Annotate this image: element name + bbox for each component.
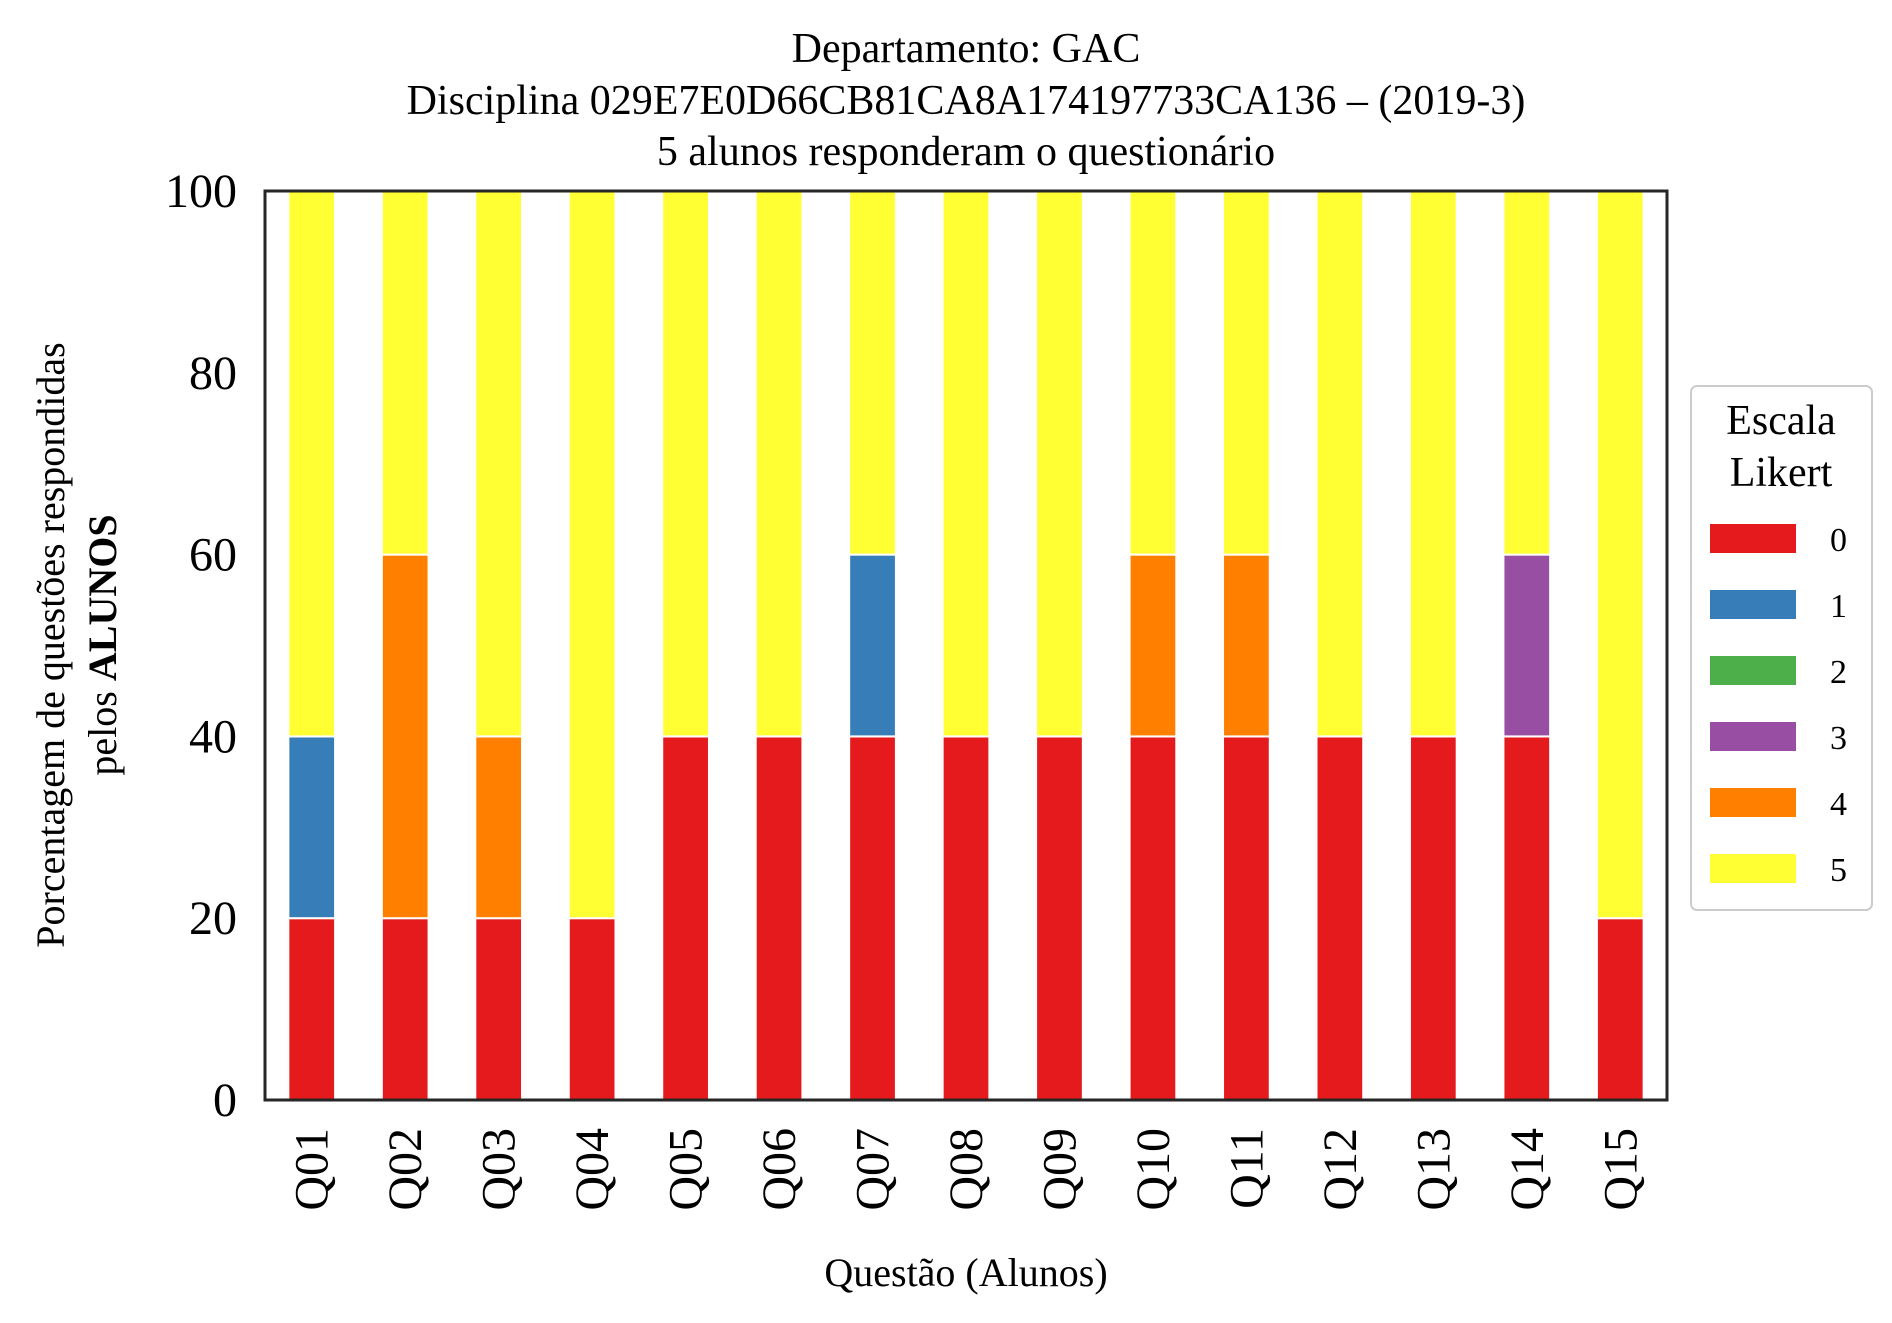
x-tick-label-q03: Q03 xyxy=(473,1128,526,1211)
bar-segment-q01-scale-5 xyxy=(287,190,337,738)
legend-label-5: 5 xyxy=(1830,852,1847,889)
legend: Escala Likert 0 1 2 3 4 5 xyxy=(1690,385,1873,911)
bar-segment-q14-scale-0 xyxy=(1502,735,1552,1102)
bar-segment-q12-scale-5 xyxy=(1315,190,1365,738)
legend-label-0: 0 xyxy=(1830,522,1847,559)
y-axis-label-line-2: pelos ALUNOS xyxy=(80,514,125,775)
title-line-1: Departamento: GAC xyxy=(792,26,1141,72)
x-tick-label-q04: Q04 xyxy=(566,1128,619,1211)
x-tick-label-q11: Q11 xyxy=(1220,1128,1273,1209)
title-line-2: Disciplina 029E7E0D66CB81CA8A174197733CA… xyxy=(407,78,1526,124)
y-tick-label-0: 0 xyxy=(213,1074,237,1127)
y-tick-label-100: 100 xyxy=(165,165,237,218)
bar-segment-q14-scale-5 xyxy=(1502,190,1552,556)
bar-segment-q15-scale-5 xyxy=(1595,190,1645,920)
x-tick-label-q01: Q01 xyxy=(286,1128,339,1211)
bar-segment-q03-scale-5 xyxy=(474,190,524,738)
x-tick-label-q14: Q14 xyxy=(1501,1128,1554,1211)
bar-segment-q07-scale-0 xyxy=(848,735,897,1102)
bar-segment-q08-scale-0 xyxy=(941,735,991,1102)
bar-segment-q08-scale-5 xyxy=(941,190,991,738)
bar-segment-q14-scale-3 xyxy=(1502,553,1552,738)
bar-segment-q04-scale-0 xyxy=(567,917,617,1102)
x-tick-label-q07: Q07 xyxy=(847,1128,900,1211)
bars-layer xyxy=(287,190,1645,1102)
bar-segment-q06-scale-0 xyxy=(754,735,804,1102)
legend-swatch-5 xyxy=(1710,854,1796,883)
chart-title: Departamento: GAC Disciplina 029E7E0D66C… xyxy=(407,26,1526,175)
legend-swatch-4 xyxy=(1710,788,1796,817)
y-axis-label-prefix: pelos xyxy=(80,681,125,775)
y-tick-label-60: 60 xyxy=(189,529,237,582)
y-tick-label-20: 20 xyxy=(189,892,237,945)
x-tick-label-q05: Q05 xyxy=(660,1128,713,1211)
bar-segment-q10-scale-0 xyxy=(1128,735,1178,1102)
bar-segment-q01-scale-0 xyxy=(287,917,337,1102)
legend-title-line-2: Likert xyxy=(1730,450,1833,496)
bar-segment-q02-scale-0 xyxy=(380,917,430,1102)
y-tick-label-80: 80 xyxy=(189,347,237,400)
x-tick-label-q06: Q06 xyxy=(753,1128,806,1211)
legend-title-line-1: Escala xyxy=(1726,398,1836,444)
plot-area-frame xyxy=(263,189,1669,1102)
bar-segment-q15-scale-0 xyxy=(1595,917,1645,1102)
legend-swatch-2 xyxy=(1710,656,1796,685)
x-axis-ticks: Q01 Q02 Q03 Q04 Q05 Q06 Q07 Q08 Q09 Q10 Q11 Q12 Q13 Q… xyxy=(286,1128,1648,1211)
bar-segment-q11-scale-4 xyxy=(1222,553,1271,738)
x-tick-label-q12: Q12 xyxy=(1314,1128,1367,1211)
y-tick-label-40: 40 xyxy=(189,710,237,763)
legend-swatch-0 xyxy=(1710,524,1796,553)
bar-segment-q07-scale-1 xyxy=(848,553,897,738)
legend-label-2: 2 xyxy=(1830,654,1847,691)
y-axis-label-bold: ALUNOS xyxy=(80,514,125,681)
legend-swatch-1 xyxy=(1710,590,1796,619)
bar-segment-q13-scale-5 xyxy=(1408,190,1458,738)
y-axis-ticks: 0 20 40 60 80 100 xyxy=(165,165,237,1127)
legend-frame xyxy=(1690,385,1873,911)
bar-segment-q10-scale-5 xyxy=(1128,190,1178,556)
legend-label-1: 1 xyxy=(1830,588,1847,625)
x-tick-label-q09: Q09 xyxy=(1033,1128,1086,1211)
bar-segment-q10-scale-4 xyxy=(1128,553,1178,738)
bar-segment-q04-scale-5 xyxy=(567,190,617,920)
bar-segment-q02-scale-5 xyxy=(380,190,430,556)
bar-segment-q01-scale-1 xyxy=(287,735,337,920)
bar-segment-q09-scale-0 xyxy=(1035,735,1084,1102)
x-tick-label-q08: Q08 xyxy=(940,1128,993,1211)
x-tick-label-q02: Q02 xyxy=(379,1128,432,1211)
bar-segment-q11-scale-5 xyxy=(1222,190,1271,556)
y-axis-label-line-1: Porcentagem de questões respondidas xyxy=(28,342,73,947)
x-tick-label-q10: Q10 xyxy=(1127,1128,1180,1211)
bar-segment-q06-scale-5 xyxy=(754,190,804,738)
bar-segment-q13-scale-0 xyxy=(1408,735,1458,1102)
title-line-3: 5 alunos responderam o questionário xyxy=(657,129,1275,175)
y-axis-label: Porcentagem de questões respondidas pelo… xyxy=(28,342,125,947)
bar-segment-q03-scale-0 xyxy=(474,917,524,1102)
legend-label-3: 3 xyxy=(1830,720,1847,757)
bar-segment-q03-scale-4 xyxy=(474,735,524,920)
x-tick-label-q15: Q15 xyxy=(1594,1128,1647,1211)
x-tick-label-q13: Q13 xyxy=(1407,1128,1460,1211)
bar-segment-q05-scale-5 xyxy=(661,190,710,738)
legend-label-4: 4 xyxy=(1830,786,1847,823)
bar-segment-q12-scale-0 xyxy=(1315,735,1365,1102)
legend-swatch-3 xyxy=(1710,722,1796,751)
bar-segment-q05-scale-0 xyxy=(661,735,710,1102)
x-axis-label: Questão (Alunos) xyxy=(824,1250,1107,1295)
bar-segment-q11-scale-0 xyxy=(1222,735,1271,1102)
bar-segment-q07-scale-5 xyxy=(848,190,897,556)
legend-items: 0 1 2 3 4 5 xyxy=(1710,522,1847,889)
bar-segment-q02-scale-4 xyxy=(380,553,430,920)
bar-segment-q09-scale-5 xyxy=(1035,190,1084,738)
